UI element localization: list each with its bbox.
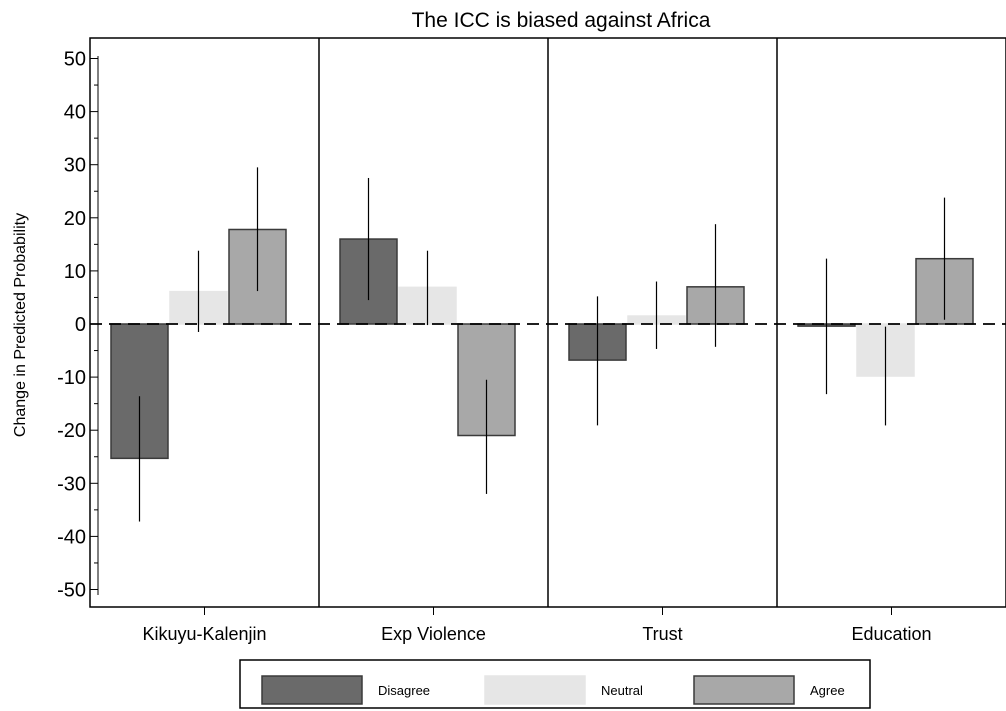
plot-area: -50 -40 -30 -20 -10 0 10 20 30 40 50 Kikuyu-Kalenji… (57, 37, 1006, 644)
y-axis-label: Change in Predicted Probability (12, 213, 29, 437)
legend: Disagree Neutral Agree (239, 659, 871, 709)
x-tick-label: Trust (642, 624, 682, 644)
x-tick-label: Education (851, 624, 931, 644)
legend-swatch-agree (693, 675, 795, 705)
legend-label-neutral: Neutral (601, 683, 643, 698)
legend-label-agree: Agree (810, 683, 845, 698)
y-tick-label: 0 (75, 314, 86, 336)
x-tick-label: Kikuyu-Kalenjin (142, 624, 266, 644)
y-tick-label: 10 (64, 261, 86, 283)
legend-swatch-disagree (261, 675, 363, 705)
y-tick-label: 50 (64, 49, 86, 71)
x-tick-label: Exp Violence (381, 624, 486, 644)
y-tick-label: -40 (57, 526, 86, 548)
y-tick-label: -20 (57, 420, 86, 442)
y-tick-label: -50 (57, 580, 86, 602)
y-tick-label: 30 (64, 155, 86, 177)
legend-swatch-neutral (484, 675, 586, 705)
y-tick-label: -10 (57, 367, 86, 389)
legend-label-disagree: Disagree (378, 683, 430, 698)
y-tick-label: 40 (64, 102, 86, 124)
y-tick-label: -30 (57, 473, 86, 495)
chart-title: The ICC is biased against Africa (412, 9, 711, 32)
y-tick-label: 20 (64, 208, 86, 230)
